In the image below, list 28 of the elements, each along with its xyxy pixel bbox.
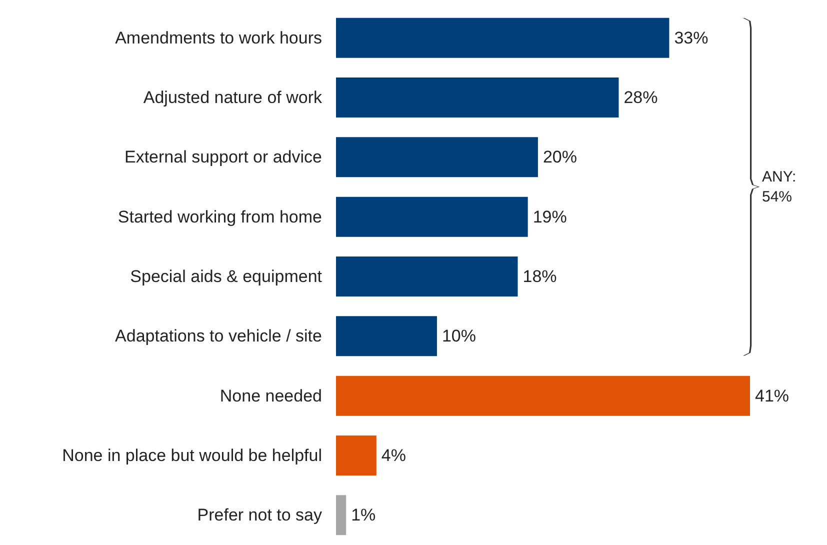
- data-label: 4%: [381, 446, 406, 465]
- bar: [336, 436, 376, 476]
- data-label: 10%: [442, 326, 476, 346]
- text: ANY: 54%: [762, 168, 800, 206]
- y-tick-label: None in place but would be helpful: [62, 446, 322, 465]
- y-tick-label: External support or advice: [124, 148, 322, 167]
- y-tick-label: Adjusted nature of work: [143, 88, 322, 107]
- data-label: 1%: [351, 506, 376, 525]
- data-label: 28%: [624, 88, 658, 107]
- bar: [336, 316, 437, 356]
- bar: [336, 256, 518, 296]
- data-label: 18%: [522, 267, 557, 286]
- data-label: 20%: [542, 148, 577, 167]
- data-label: 41%: [755, 386, 790, 406]
- data-label: 19%: [532, 207, 567, 226]
- y-tick-label: Adaptations to vehicle / site: [115, 326, 322, 346]
- bar: [336, 376, 750, 416]
- y-tick-label: Special aids & equipment: [130, 267, 322, 286]
- bar: [336, 196, 528, 237]
- data-label: 33%: [674, 28, 708, 48]
- y-tick-label: Amendments to work hours: [115, 28, 322, 48]
- bar: [336, 137, 538, 178]
- y-tick-label: None needed: [220, 386, 322, 406]
- bar: [336, 78, 619, 118]
- bar: [336, 18, 670, 58]
- y-tick-label: Started working from home: [118, 207, 322, 226]
- y-tick-label: Prefer not to say: [197, 506, 322, 525]
- bar: [336, 495, 346, 536]
